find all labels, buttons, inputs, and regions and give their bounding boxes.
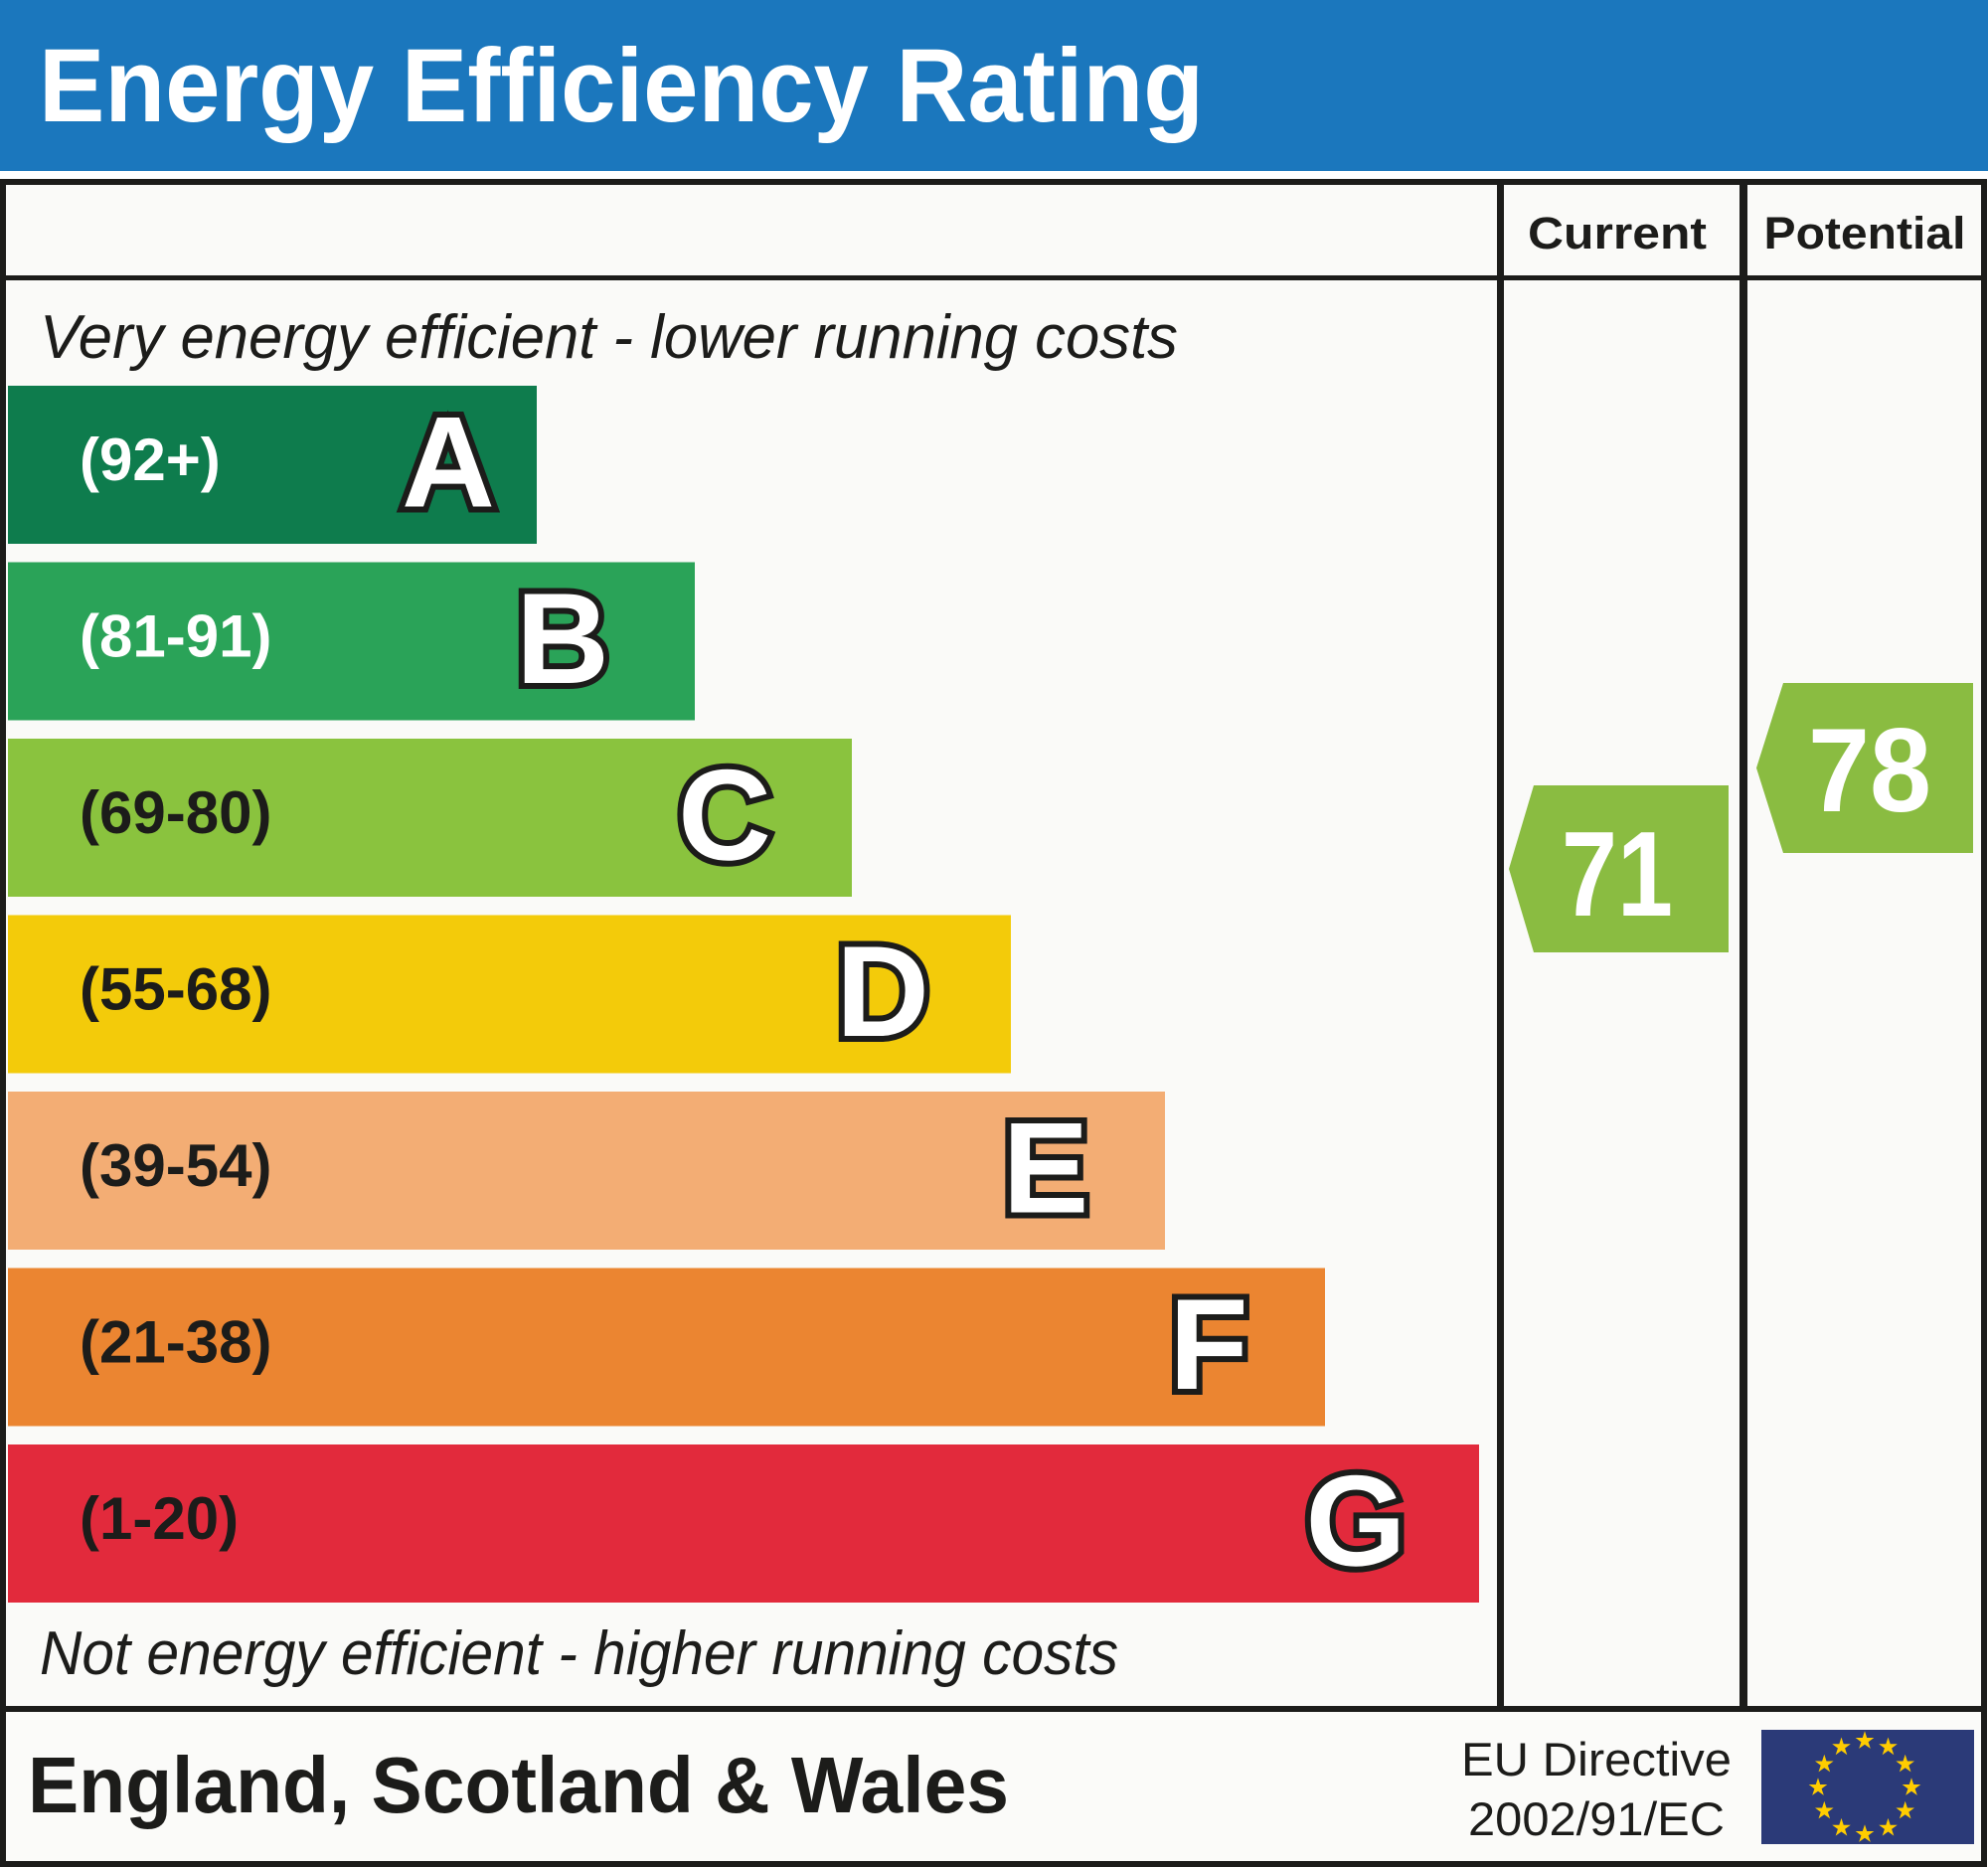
- svg-text:2002/91/EC: 2002/91/EC: [1468, 1792, 1725, 1845]
- svg-text:78: 78: [1808, 704, 1931, 837]
- svg-text:(1-20): (1-20): [80, 1485, 239, 1552]
- svg-text:A: A: [402, 390, 495, 535]
- svg-text:(92+): (92+): [80, 426, 221, 493]
- svg-text:EU Directive: EU Directive: [1461, 1733, 1732, 1785]
- svg-text:(81-91): (81-91): [80, 603, 271, 670]
- svg-text:(55-68): (55-68): [80, 956, 271, 1023]
- svg-text:E: E: [1003, 1096, 1089, 1241]
- svg-text:England, Scotland & Wales: England, Scotland & Wales: [28, 1741, 1009, 1829]
- svg-text:Very energy efficient - lower: Very energy efficient - lower running co…: [40, 303, 1178, 372]
- svg-text:G: G: [1305, 1448, 1406, 1594]
- svg-text:Not energy efficient - higher: Not energy efficient - higher running co…: [40, 1619, 1118, 1688]
- svg-text:(21-38): (21-38): [80, 1309, 271, 1376]
- svg-text:(39-54): (39-54): [80, 1132, 271, 1199]
- svg-text:Current: Current: [1528, 208, 1707, 258]
- svg-text:B: B: [516, 566, 609, 711]
- svg-text:D: D: [836, 919, 929, 1064]
- svg-text:Potential: Potential: [1764, 208, 1966, 258]
- svg-text:F: F: [1169, 1272, 1247, 1417]
- svg-text:Energy Efficiency Rating: Energy Efficiency Rating: [39, 28, 1204, 144]
- svg-text:C: C: [678, 743, 771, 888]
- svg-text:71: 71: [1562, 806, 1673, 941]
- svg-text:(69-80): (69-80): [80, 779, 271, 846]
